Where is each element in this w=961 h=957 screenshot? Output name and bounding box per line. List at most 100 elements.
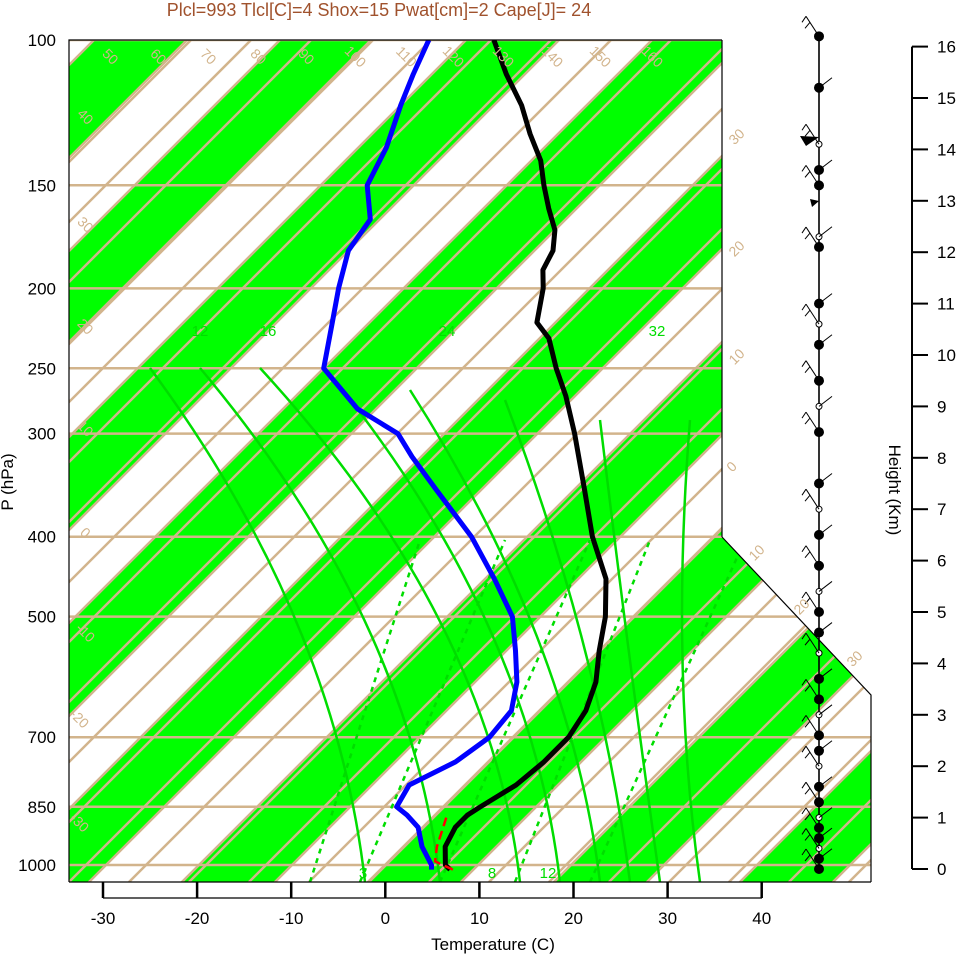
wind-barb-feather (801, 303, 807, 311)
dry-adiabat-line (368, 40, 871, 882)
pressure-tick-label: 400 (28, 528, 56, 547)
wind-flag (800, 136, 819, 146)
y-axis: 100 150 200 250 300 400 500 700 850 1000 (18, 31, 56, 875)
wind-barb (805, 745, 820, 767)
wind-profile (800, 16, 833, 874)
wind-barb (805, 828, 820, 849)
height-tick-label: 2 (937, 757, 946, 776)
height-tick-label: 10 (937, 346, 956, 365)
wind-barb-feather (804, 721, 811, 728)
wind-barb (805, 303, 820, 325)
wind-barb-feather (804, 685, 811, 692)
dry-adiabat-line (69, 40, 690, 882)
dry-adiabat-line (69, 40, 870, 882)
dry-adiabat-line (69, 40, 871, 882)
wind-barb-feather (804, 638, 811, 646)
pressure-tick-label: 200 (28, 279, 56, 298)
x-tick-label: 0 (381, 909, 390, 928)
height-tick-label: 8 (937, 449, 946, 468)
dry-adiabat-line (909, 0, 961, 882)
temperature-profile-line (442, 40, 609, 872)
y-axis-label: P (hPa) (0, 453, 17, 510)
wind-barb (818, 622, 833, 633)
height-tick-label: 12 (937, 243, 956, 262)
wind-barb (805, 165, 820, 186)
wind-barb-feather (801, 745, 807, 753)
pressure-tick-label: 1000 (18, 856, 56, 875)
wind-barb (805, 16, 820, 37)
mixing-ratio-line (438, 539, 592, 882)
isotherm-label: 0 (77, 524, 94, 541)
pressure-tick-label: 850 (28, 798, 56, 817)
wind-barb (805, 360, 820, 381)
isotherm-band (536, 40, 871, 882)
wind-barb (818, 807, 833, 818)
mixing-ratio-label: 8 (488, 865, 496, 882)
height-tick-label: 16 (937, 38, 956, 57)
wind-barb-feather (804, 171, 811, 178)
x-tick-label: -30 (91, 909, 116, 928)
wind-barb-feather (804, 751, 811, 759)
wind-barb (818, 396, 833, 407)
plot-boundary-right (721, 536, 872, 882)
isotherm-band (69, 40, 871, 882)
wind-barb (818, 848, 833, 860)
dry-adiabat-line (69, 40, 630, 882)
wind-barb-feather (804, 854, 811, 862)
right-isotherm-label: 10 (745, 541, 767, 563)
mixing-ratio-line (588, 539, 747, 882)
height-tick-label: 3 (937, 706, 946, 725)
wind-barb-feather (804, 129, 811, 137)
height-axis-label: Height (Km) (885, 445, 904, 536)
right-isotherm-label: 30 (843, 647, 865, 669)
height-tick-label: 14 (937, 140, 956, 159)
moist-adiabat-line (148, 367, 367, 882)
wind-barb (818, 473, 833, 484)
wind-barb (818, 334, 833, 346)
wind-barb (818, 740, 833, 752)
isotherm-line (163, 40, 871, 882)
mixing-ratio-label: 12 (540, 865, 557, 882)
isotherm-line (69, 40, 746, 882)
height-tick-label: 0 (937, 860, 946, 879)
wind-barb-feather (801, 411, 807, 419)
moist-adiabat-line (199, 367, 442, 882)
wind-barb-feather (801, 226, 807, 234)
wind-barb-feather (801, 545, 807, 553)
sounding-profiles (321, 40, 609, 872)
wind-barb (818, 827, 833, 839)
wind-barb (818, 77, 833, 89)
isotherm-line (628, 40, 871, 882)
x-axis-label: Temperature (C) (431, 935, 555, 954)
isotherm-label: 150 (587, 43, 615, 71)
x-tick-label: -10 (279, 909, 304, 928)
isotherm-label: 70 (197, 45, 219, 67)
height-tick-label: 13 (937, 192, 956, 211)
chart-title: Plcl=993 Tlcl[C]=4 Shox=15 Pwat[cm]=2 Ca… (167, 0, 591, 20)
isotherm-line (69, 40, 281, 882)
wind-barb (818, 159, 833, 171)
isotherm-band (69, 40, 559, 882)
mixing-ratio-label: 16 (260, 323, 277, 340)
isotherm-line (69, 40, 839, 882)
wind-barb-feather (801, 360, 807, 367)
pressure-tick-label: 100 (28, 31, 56, 50)
wind-barb-feather (801, 488, 807, 496)
dry-adiabat-line (69, 40, 810, 882)
dry-adiabat-line (428, 40, 871, 882)
right-isotherm-label: 30 (725, 125, 747, 147)
wind-barb (805, 848, 820, 870)
moist-adiabat-line (259, 367, 522, 882)
right-isotherm-label: 0 (723, 458, 740, 475)
isotherm-line (69, 40, 653, 882)
height-tick-label: 9 (937, 397, 946, 416)
dry-adiabat-line (69, 40, 871, 882)
dry-adiabat-line (69, 40, 871, 882)
height-tick-label: 1 (937, 809, 946, 828)
wind-barb-feather (804, 366, 811, 374)
moist-adiabat-line (408, 389, 602, 882)
moist-adiabat-line (598, 419, 662, 882)
wind-barb-feather (801, 591, 807, 599)
